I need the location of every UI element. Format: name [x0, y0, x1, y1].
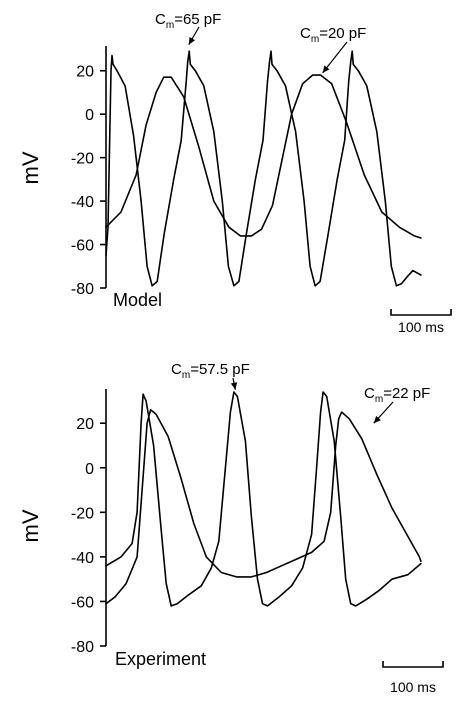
- model-y-tick-label: 0: [85, 107, 94, 124]
- model-annotation-arrowhead-2: [322, 65, 330, 73]
- experiment-y-tick-label: 0: [85, 461, 94, 478]
- model-y-tick-label: -80: [71, 281, 94, 298]
- model-trace-2: [105, 74, 422, 239]
- experiment-y-tick-label: -60: [71, 594, 94, 611]
- model-annotation-arrowhead-1: [188, 36, 196, 45]
- model-y-tick-label: 20: [76, 64, 94, 81]
- model-scale-bar: [390, 309, 452, 316]
- experiment-trace-1: [105, 391, 422, 607]
- model-annotation-2: Cm=20 pF: [300, 25, 366, 45]
- experiment-annotation-arrowhead-1: [230, 382, 238, 390]
- model-annotation-1: Cm=65 pF: [155, 11, 221, 31]
- experiment-annotation-1: Cm=57.5 pF: [171, 361, 250, 381]
- model-panel: mV Model 100 ms 20 0 -20 -40 -60 -80 Cm=65 pF C…: [18, 11, 452, 335]
- model-y-tick-label: -60: [71, 238, 94, 255]
- experiment-y-tick-label: 20: [76, 416, 94, 433]
- experiment-y-tick-label: -80: [71, 639, 94, 656]
- experiment-scale-bar-label: 100 ms: [390, 679, 436, 695]
- experiment-scale-bar: [382, 661, 444, 668]
- experiment-annotation-2: Cm=22 pF: [364, 385, 430, 405]
- model-ylabel: mV: [18, 151, 43, 184]
- experiment-y-tick-label: -20: [71, 505, 94, 522]
- model-y-tick-label: -40: [71, 194, 94, 211]
- experiment-annotation-arrowhead-2: [373, 415, 381, 424]
- model-panel-label: Model: [113, 290, 162, 310]
- experiment-ylabel: mV: [18, 509, 43, 542]
- experiment-panel: mV Experiment 100 ms 20 0 -20 -40 -60 -80 Cm=5…: [18, 361, 444, 695]
- model-y-tick-label: -20: [71, 151, 94, 168]
- experiment-trace-2: [105, 409, 422, 605]
- experiment-panel-label: Experiment: [115, 649, 206, 669]
- model-scale-bar-label: 100 ms: [398, 319, 444, 335]
- model-trace-1: [105, 50, 422, 287]
- experiment-y-tick-label: -40: [71, 550, 94, 567]
